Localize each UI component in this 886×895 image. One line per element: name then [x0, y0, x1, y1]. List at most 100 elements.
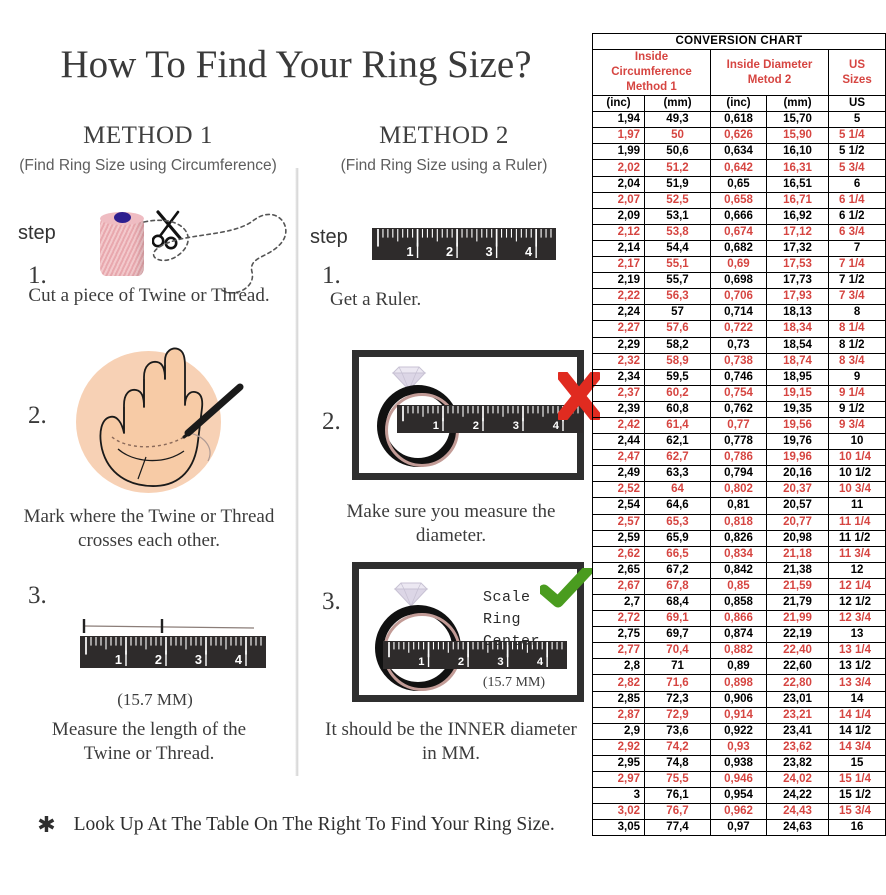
- table-cell: 0,714: [710, 304, 767, 322]
- table-row: 2,7 68,4 0,858 21,79 12 1/2: [592, 593, 886, 612]
- table-cell: 0,81: [710, 497, 767, 515]
- hand-drawing: [99, 347, 244, 487]
- table-row: 2,87 72,9 0,914 23,21 14 1/4: [592, 706, 886, 724]
- method-2-step-2-number: 2.: [322, 408, 341, 435]
- table-cell: 0,802: [710, 481, 767, 499]
- table-cell: 7 1/2: [827, 272, 886, 290]
- method-2-mm-note: (15.7 MM): [482, 675, 546, 690]
- table-cell: 2,24: [592, 304, 645, 322]
- table-cell: 60,8: [644, 400, 711, 418]
- table-cell: 14 1/4: [827, 706, 886, 724]
- table-cell: 72,9: [644, 706, 711, 724]
- diamond-icon: [393, 582, 429, 607]
- table-cell: 2,29: [592, 336, 645, 354]
- table-cell: 64,6: [644, 497, 711, 515]
- table-cell: 2,14: [592, 239, 645, 258]
- table-cell: 12 1/2: [827, 593, 886, 612]
- method-1-step-3-number: 3.: [28, 582, 47, 609]
- ruler-ticks: 1 2 3 4: [402, 406, 579, 432]
- method-1-step-2-number: 2.: [28, 402, 47, 429]
- table-cell: 16,51: [766, 175, 829, 193]
- table-cell: 53,1: [644, 207, 711, 225]
- twine-spool-hole: [114, 212, 131, 223]
- method-2-step-2-box: 1 2 3 4: [352, 350, 584, 480]
- table-cell: 0,634: [710, 143, 767, 161]
- table-cell: 23,01: [766, 690, 829, 708]
- table-cell: 2,44: [592, 433, 645, 451]
- table-cell: 21,38: [766, 561, 829, 579]
- method-1-heading: METHOD 1 (Find Ring Size using Circumfer…: [0, 122, 296, 175]
- method-1-step-2-caption: Mark where the Twine or Thread crosses ea…: [23, 506, 275, 552]
- table-cell: 1,99: [592, 143, 645, 161]
- table-cell: 54,4: [644, 239, 711, 258]
- table-row: 2,39 60,8 0,762 19,35 9 1/2: [592, 400, 886, 418]
- table-cell: 0,794: [710, 465, 767, 483]
- ruler-ticks: 1 2 3 4: [85, 637, 262, 667]
- table-row: 3,02 76,7 0,962 24,43 15 3/4: [592, 803, 886, 821]
- table-unit-header-3: (inc): [710, 95, 767, 113]
- table-cell: 8 1/2: [827, 336, 886, 354]
- table-row: 2,07 52,5 0,658 16,71 6 1/4: [592, 191, 886, 209]
- ruler-method-2-step-1: 1 2 3 4: [372, 228, 556, 260]
- table-cell: 10 1/2: [827, 465, 886, 483]
- table-cell: 0,658: [710, 191, 767, 209]
- table-cell: 0,826: [710, 529, 767, 547]
- method-2-step-2-caption: Make sure you measure the diameter.: [346, 501, 556, 547]
- hand-illustration: [68, 345, 268, 500]
- scale-label-line-2: Ring Center: [483, 610, 541, 650]
- table-row: 2,65 67,2 0,842 21,38 12: [592, 561, 886, 579]
- table-cell: 7: [827, 239, 886, 258]
- table-row: 2,82 71,6 0,898 22,80 13 3/4: [592, 674, 886, 692]
- ruler-ticks: 1 2 3 4: [377, 229, 552, 259]
- table-cell: 59,5: [644, 368, 711, 386]
- table-cell: 72,3: [644, 690, 711, 708]
- scale-ring-center-label: Scale Ring Center: [483, 587, 577, 652]
- table-row: 2,22 56,3 0,706 17,93 7 3/4: [592, 288, 886, 306]
- table-cell: 13 1/4: [827, 642, 886, 660]
- table-cell: 2,7: [592, 593, 645, 612]
- table-row: 2,85 72,3 0,906 23,01 14: [592, 690, 886, 708]
- table-cell: 0,778: [710, 433, 767, 451]
- table-row: 2,42 61,4 0,77 19,56 9 3/4: [592, 416, 886, 435]
- table-cell: 2,12: [592, 223, 645, 241]
- table-cell: 76,1: [644, 787, 711, 805]
- table-title-row: CONVERSION CHART: [591, 32, 886, 51]
- table-cell: 12 3/4: [827, 610, 886, 628]
- table-cell: 23,21: [766, 706, 829, 724]
- table-cell: 12: [827, 561, 886, 579]
- svg-text:1: 1: [418, 656, 424, 668]
- table-cell: 17,93: [766, 288, 829, 306]
- table-cell: 18,34: [766, 320, 829, 338]
- svg-text:2: 2: [446, 244, 453, 259]
- table-cell: 2,47: [592, 449, 645, 467]
- table-cell: 2,57: [592, 513, 645, 531]
- table-row: 1,94 49,3 0,618 15,70 5: [592, 111, 886, 129]
- table-cell: 69,1: [644, 610, 711, 628]
- table-cell: 2,97: [592, 771, 645, 789]
- table-cell: 21,79: [766, 593, 829, 612]
- table-cell: 15 1/4: [827, 771, 886, 789]
- table-row: 2,24 57 0,714 18,13 8: [592, 304, 886, 322]
- table-cell: 16: [827, 819, 886, 837]
- table-cell: 62,7: [644, 449, 711, 467]
- table-cell: 0,642: [710, 159, 767, 177]
- table-row: 2,8 71 0,89 22,60 13 1/2: [592, 658, 886, 676]
- table-cell: 17,53: [766, 256, 829, 274]
- table-cell: 0,89: [710, 658, 767, 676]
- table-title: CONVERSION CHART: [591, 32, 886, 51]
- table-cell: 6 1/4: [827, 191, 886, 209]
- table-cell: 20,16: [766, 465, 829, 483]
- table-cell: 51,9: [644, 175, 711, 193]
- table-cell: 5 1/2: [827, 143, 886, 161]
- table-cell: 2,37: [592, 384, 645, 402]
- table-row: 2,44 62,1 0,778 19,76 10: [592, 433, 886, 451]
- table-unit-header-5: US: [827, 95, 886, 113]
- table-row: 1,97 50 0,626 15,90 5 1/4: [592, 127, 886, 145]
- table-row: 2,14 54,4 0,682 17,32 7: [592, 239, 886, 258]
- table-cell: 56,3: [644, 288, 711, 306]
- asterisk-icon: ✱: [37, 812, 56, 837]
- table-cell: 2,09: [592, 207, 645, 225]
- table-cell: 63,3: [644, 465, 711, 483]
- measured-thread-illustration: [82, 619, 255, 633]
